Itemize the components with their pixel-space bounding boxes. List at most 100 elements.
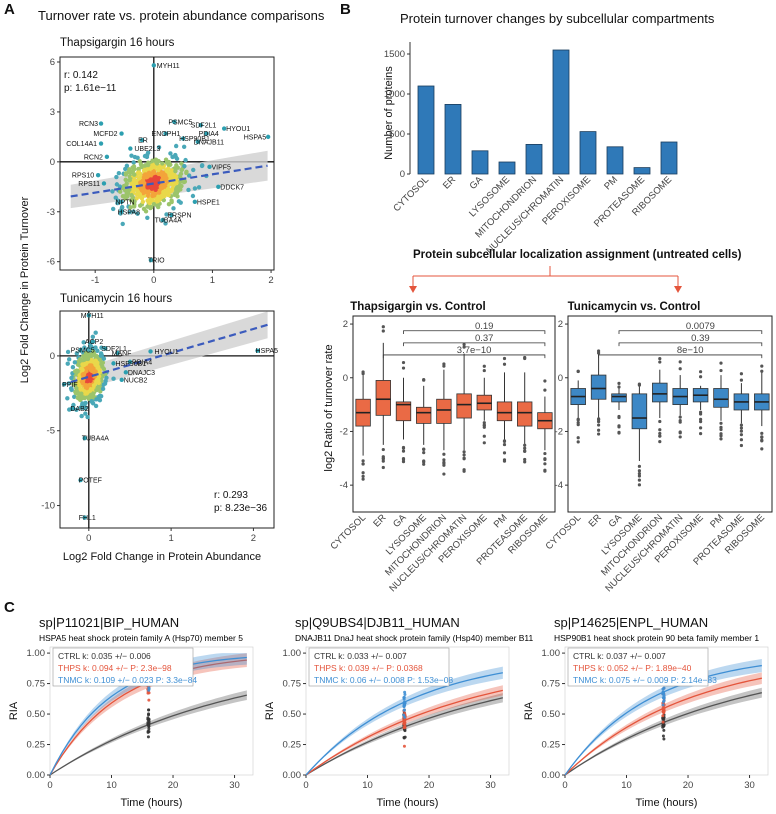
outlier-point: [90, 339, 96, 344]
data-point: [161, 165, 166, 170]
outlier: [637, 474, 642, 478]
data-point: [159, 194, 165, 200]
data-point: [83, 385, 89, 390]
outlier: [401, 446, 406, 450]
outlier: [597, 420, 601, 424]
scatter-top-r: r: 0.142: [64, 70, 98, 81]
gene-label: HSPA5: [244, 134, 267, 141]
legend-ctrl: CTRL k: 0.037 +/− 0.007: [573, 651, 666, 661]
outlier: [739, 433, 744, 437]
gene-label: POTEF: [79, 478, 102, 485]
outlier: [502, 442, 507, 447]
outlier: [462, 345, 466, 349]
data-point: [72, 360, 78, 365]
data-point: [95, 365, 101, 370]
outlier: [482, 425, 486, 429]
outlier: [543, 469, 547, 473]
plot-description: HSP90B1 heat shock protein 90 beta famil…: [554, 633, 759, 643]
outlier: [502, 362, 507, 366]
y-tick-label: -3: [47, 207, 55, 218]
gene-label: HSP90B1: [179, 136, 210, 143]
box: [652, 382, 668, 403]
data-point: [143, 209, 149, 214]
outlier-point: [139, 138, 145, 143]
x-tick-label: 2: [268, 275, 273, 286]
ria-point: [147, 708, 151, 712]
ria-y-tick-label: 0.25: [27, 740, 46, 751]
data-point: [179, 183, 184, 189]
data-point: [127, 209, 132, 215]
ria-band: [306, 666, 503, 775]
ria-y-tick-label: 0.75: [27, 679, 46, 690]
outlier-point: [160, 217, 165, 223]
outlier: [442, 460, 446, 464]
gene-label: MANF: [112, 350, 132, 357]
outlier: [482, 368, 486, 373]
data-point: [85, 378, 90, 384]
outlier: [502, 459, 507, 463]
data-point: [66, 381, 72, 386]
data-point: [65, 396, 70, 401]
outlier: [637, 469, 642, 473]
outlier-point: [101, 181, 107, 186]
outlier: [462, 342, 466, 347]
ria-point: [402, 708, 406, 712]
outlier-point: [78, 347, 83, 353]
legend-thps: THPS k: 0.094 +/− P: 2.3e−98: [58, 663, 172, 673]
box-category-label: CYTOSOL: [328, 512, 368, 552]
outlier: [543, 451, 547, 456]
plot-description: DNAJB11 DnaJ heat shock protein family (…: [295, 633, 534, 643]
data-point: [191, 167, 196, 173]
data-point: [90, 359, 95, 364]
data-point: [131, 187, 136, 192]
data-point: [110, 206, 116, 212]
outlier: [361, 471, 365, 475]
y-tick-label: 3: [50, 107, 55, 118]
data-point: [176, 199, 182, 204]
data-point: [79, 413, 84, 419]
data-point: [139, 196, 145, 201]
gene-label: MYH11: [81, 313, 104, 320]
outlier-point: [169, 212, 174, 218]
box-y-tick-label: 2: [343, 319, 348, 330]
legend-ctrl: CTRL k: 0.035 +/− 0.006: [58, 651, 151, 661]
box: [590, 374, 607, 400]
outlier: [422, 460, 426, 464]
box-y-tick-label: 2: [558, 319, 563, 330]
outlier-point: [104, 154, 110, 160]
data-point: [182, 163, 187, 169]
outlier: [523, 446, 527, 450]
outlier: [678, 360, 682, 364]
data-point: [139, 164, 144, 170]
data-point: [65, 349, 71, 355]
ria-y-tick-label: 0.75: [283, 679, 302, 690]
data-point: [168, 189, 174, 194]
outlier: [576, 418, 580, 422]
bar-category-label: PM: [602, 174, 620, 192]
outlier: [739, 423, 744, 427]
data-point: [143, 167, 149, 173]
scatter-top-subtitle: Thapsigargin 16 hours: [60, 37, 175, 49]
outlier: [576, 440, 580, 444]
ria-point: [661, 724, 665, 728]
gene-label: ENOPH1: [152, 131, 181, 138]
outlier: [637, 471, 642, 476]
data-point: [90, 334, 96, 340]
ria-y-tick-label: 0.50: [27, 709, 46, 720]
bar-category-label: CYTOSOL: [391, 174, 431, 214]
plot-id: sp|Q9UBS4|DJB11_HUMAN: [295, 615, 460, 630]
outlier: [699, 417, 703, 421]
ria-band: [565, 687, 762, 775]
localization-title: Protein subcellular localization assignm…: [413, 249, 742, 261]
y-tick-label: -5: [47, 426, 55, 437]
trend-line: [70, 323, 268, 384]
bar-y-tick-label: 500: [389, 129, 405, 140]
data-point: [160, 182, 165, 188]
legend-tnmc: TNMC k: 0.075 +/− 0.009 P: 2.14e−83: [573, 675, 717, 685]
sig-pvalue: 0.37: [475, 333, 494, 344]
outlier-point: [172, 119, 177, 125]
data-point: [79, 388, 84, 393]
ria-point: [403, 735, 407, 739]
outlier: [719, 437, 723, 441]
gene-label: DAB2: [70, 406, 88, 413]
